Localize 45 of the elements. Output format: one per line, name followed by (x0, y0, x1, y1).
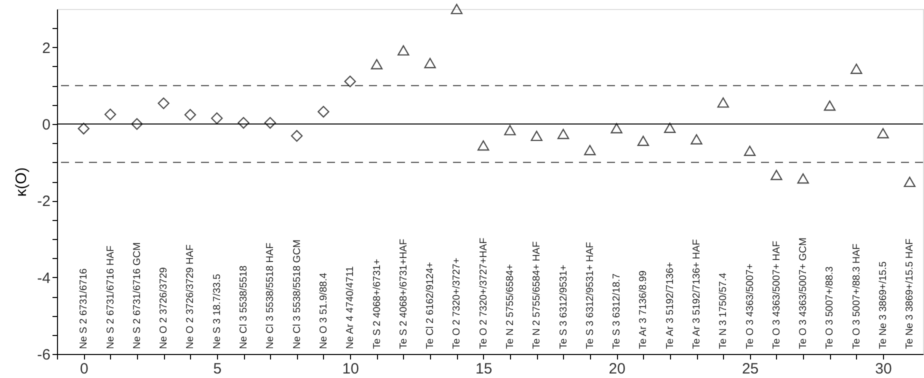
annotation: Te O 3 4363/5007+ HAF (771, 240, 782, 349)
annotation: Ne S 2 6731/6716 HAF (105, 246, 116, 349)
y-tick-label: -6 (37, 346, 50, 364)
y-tick-label: 0 (42, 116, 50, 134)
annotation: Ne Cl 3 5538/5518 (238, 265, 250, 349)
annotation: Te S 3 6312/18.7 (612, 272, 623, 349)
x-tick-label: 10 (342, 360, 359, 378)
annotation: Te Cl 2 6162/9124+ (425, 262, 436, 349)
annotation: Ne Cl 3 5538/5518 HAF (265, 242, 276, 349)
x-tick-label: 15 (475, 360, 492, 378)
annotation: Te N 2 5755/6584+ (504, 264, 516, 349)
annotation: Te O 3 4363/5007+ GCM (798, 238, 810, 349)
annotation: Te O 3 5007+/88.3 (824, 266, 836, 349)
annotation: Ne O 2 3726/3729 HAF (185, 244, 196, 349)
annotation: Te S 3 6312/9531+ (558, 264, 570, 349)
annotation: Te N 3 1750/57.4 (718, 272, 730, 349)
annotation: Ne S 3 18.7/33.5 (212, 274, 223, 349)
annotation: Ne Cl 3 5538/5518 GCM (292, 239, 303, 349)
annotation: Ne Ar 4 4740/4711 (345, 266, 356, 349)
annotation: Te S 3 6312/9531+ HAF (584, 242, 596, 349)
annotation: Te Ar 3 7136/8.99 (638, 270, 650, 349)
annotation: Te S 2 4068+/6731+ (372, 258, 383, 349)
x-tick-label: 0 (80, 360, 88, 378)
annotation: Te S 2 4068+/6731+HAF (398, 238, 410, 349)
y-tick-label: -2 (37, 193, 50, 210)
x-tick-label: 25 (742, 360, 759, 378)
annotation: Te O 3 4363/5007+ (744, 263, 756, 349)
x-tick-label: 30 (875, 360, 892, 378)
y-tick-label: -4 (37, 270, 50, 287)
annotation: Ne S 2 6731/6716 (78, 268, 90, 349)
x-tick-label: 5 (213, 360, 222, 378)
annotation: Ne S 2 6731/6716 GCM (132, 242, 143, 349)
annotation: Te O 3 5007+/88.3 HAF (851, 244, 862, 349)
annotation: Te N 2 5755/6584+ HAF (532, 241, 543, 349)
annotation: Te Ar 3 5192/7136+ (664, 262, 676, 349)
y-tick-label: 2 (42, 40, 50, 57)
annotation: Ne O 2 3726/3729 (158, 266, 170, 349)
annotation: Te Ne 3 3869+/15.5 (878, 260, 890, 349)
annotation: Te O 2 7320+/3727+ (452, 258, 463, 349)
annotation: Te O 2 7320+/3727+HAF (478, 238, 490, 349)
annotation: Te Ne 3 3869+/15.5 HAF (904, 238, 916, 349)
annotation: Ne O 3 51.9/88.4 (318, 272, 330, 349)
x-tick-label: 20 (608, 360, 626, 378)
annotation: Te Ar 3 5192/7136+ HAF (692, 239, 703, 349)
y-axis-title: κ(O) (13, 167, 30, 197)
